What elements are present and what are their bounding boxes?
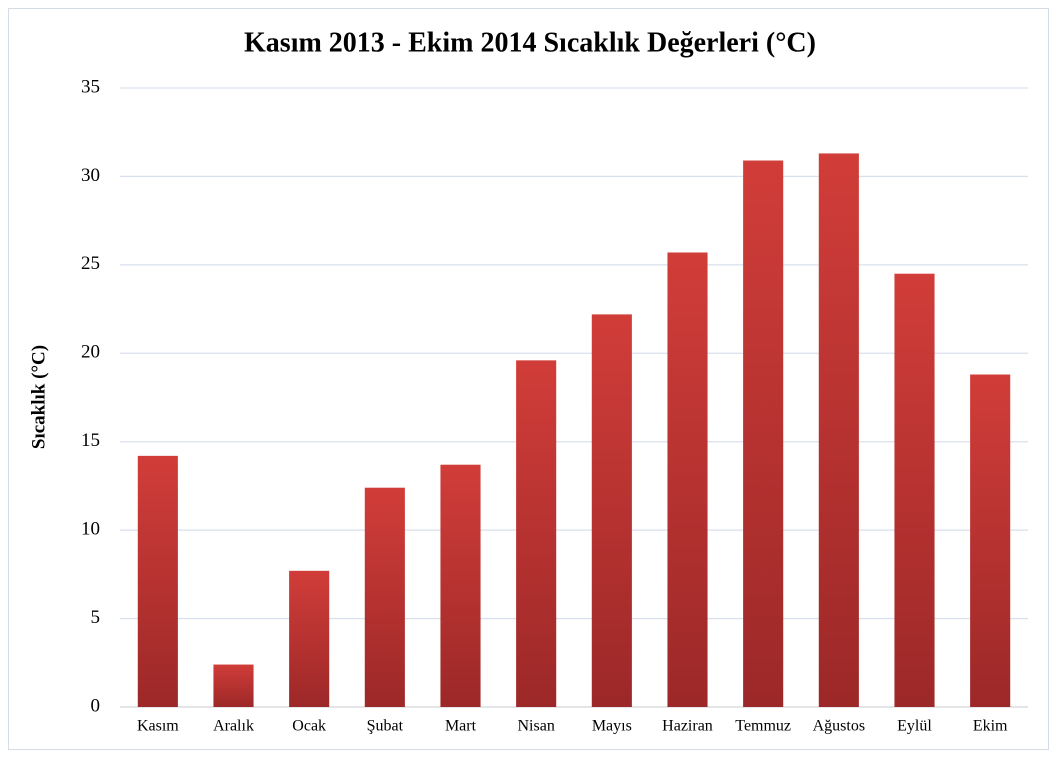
bar <box>818 153 859 708</box>
y-tick-label: 35 <box>81 76 100 97</box>
x-tick-label: Kasım <box>137 718 179 735</box>
x-tick-label: Mart <box>445 718 477 735</box>
x-tick-label: Mayıs <box>592 718 632 735</box>
bar <box>289 570 330 707</box>
x-tick-label: Ekim <box>973 718 1008 735</box>
bar <box>440 464 481 707</box>
bar <box>516 360 557 707</box>
x-tick-label: Eylül <box>897 718 932 735</box>
y-tick-label: 15 <box>81 430 100 451</box>
x-tick-label: Şubat <box>367 718 404 735</box>
y-tick-label: 30 <box>81 165 100 186</box>
chart-title: Kasım 2013 - Ekim 2014 Sıcaklık Değerler… <box>244 27 816 58</box>
bar <box>894 273 935 707</box>
y-tick-label: 0 <box>91 695 101 716</box>
bar <box>591 314 632 707</box>
y-axis-label: Sıcaklık (°C) <box>28 345 49 449</box>
x-tick-label: Ocak <box>292 718 326 735</box>
bar <box>213 664 254 707</box>
y-tick-label: 20 <box>81 342 100 363</box>
bar <box>137 455 178 707</box>
x-tick-label: Ağustos <box>813 718 865 735</box>
x-tick-label: Haziran <box>662 718 713 735</box>
y-tick-label: 5 <box>91 607 101 628</box>
y-tick-label: 25 <box>81 253 100 274</box>
bar <box>667 252 708 707</box>
x-tick-label: Temmuz <box>735 718 791 735</box>
bar <box>970 374 1011 707</box>
bar <box>743 160 784 708</box>
bar <box>364 487 405 707</box>
x-tick-label: Aralık <box>213 718 254 735</box>
y-tick-label: 10 <box>81 519 100 540</box>
x-tick-label: Nisan <box>518 718 555 735</box>
